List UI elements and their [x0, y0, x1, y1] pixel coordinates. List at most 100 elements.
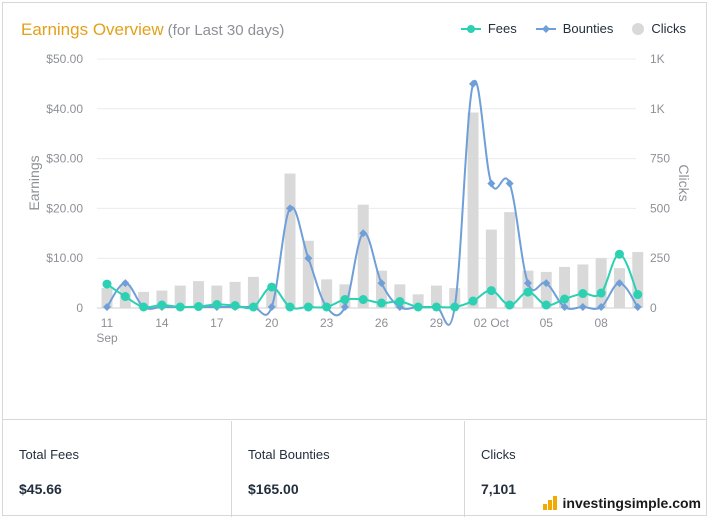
clicks-bar [467, 112, 479, 308]
legend-item-fees[interactable]: Fees [460, 21, 517, 36]
fees-point [267, 282, 277, 292]
fees-point [560, 294, 570, 304]
y-tick-label: $40.00 [46, 102, 83, 116]
stat-total-fees: Total Fees $45.66 [3, 421, 232, 517]
bounties-point [523, 279, 532, 288]
fees-point [102, 279, 112, 289]
clicks-bar [595, 258, 607, 308]
bounties-point [286, 204, 295, 213]
clicks-bar [449, 288, 461, 308]
y-tick-label: $30.00 [46, 152, 83, 166]
clicks-bar [174, 285, 186, 308]
bounties-marker-icon [535, 24, 556, 33]
legend-item-bounties[interactable]: Bounties [535, 21, 614, 36]
watermark-text: investingsimple.com [562, 495, 701, 511]
x-tick-label: 11 [101, 316, 114, 330]
fees-point [340, 295, 350, 305]
fees-point [614, 249, 624, 259]
y2-tick-label: 1K [650, 102, 665, 116]
x-tick-label: 02 Oct [474, 316, 510, 330]
stat-value: 7,101 [481, 481, 517, 497]
legend-label-bounties: Bounties [562, 21, 614, 36]
clicks-bar [321, 279, 333, 308]
y-axis-title: Earnings [26, 155, 42, 210]
x-tick-label: 20 [265, 316, 279, 330]
fees-point [413, 302, 423, 312]
clicks-bar [559, 266, 571, 308]
bounties-point [633, 303, 642, 311]
bounties-point [578, 303, 587, 311]
earnings-chart: 0 $10.00 $20.00 $30.00 $40.00 $50.00 0 250 500 75… [26, 52, 692, 345]
bounties-point [377, 279, 386, 288]
fees-point [194, 302, 204, 312]
bounties-point [267, 303, 276, 311]
bounties-line [106, 79, 639, 326]
stat-label: Total Bounties [248, 447, 330, 462]
chart-title-main: Earnings Overview [21, 20, 164, 39]
clicks-bar [302, 240, 314, 308]
x-tick-label: 23 [320, 316, 334, 330]
stat-total-bounties: Total Bounties $165.00 [232, 421, 465, 517]
bounties-point [304, 254, 313, 263]
y2-tick-label: 750 [650, 152, 670, 166]
y-tick-label: $50.00 [46, 52, 83, 66]
fees-point [431, 302, 441, 312]
legend-label-clicks: Clicks [651, 21, 686, 36]
clicks-bar [504, 212, 516, 308]
clicks-bar [632, 251, 644, 308]
y2-tick-label: 500 [650, 201, 670, 215]
bounties-point [597, 303, 606, 311]
clicks-bar [229, 281, 241, 308]
x-tick-label: 05 [540, 316, 554, 330]
fees-point [120, 292, 130, 302]
fees-point [248, 302, 258, 312]
bounties-point [615, 279, 624, 288]
bounties-point [121, 279, 130, 288]
fees-point [578, 289, 588, 299]
bounties-point [560, 303, 569, 311]
x-tick-label: 26 [375, 316, 389, 330]
chart-title: Earnings Overview (for Last 30 days) [21, 20, 284, 40]
fees-point [395, 297, 405, 307]
chart-subtitle: (for Last 30 days) [167, 22, 285, 39]
fees-marker-icon [460, 24, 481, 33]
y-tick-label: $10.00 [46, 251, 83, 265]
bounties-point [505, 179, 514, 188]
x-tick-label: 14 [155, 316, 169, 330]
fees-point [596, 288, 606, 298]
watermark-logo-icon [542, 496, 559, 510]
clicks-bar [266, 290, 278, 308]
bounties-point [103, 303, 111, 311]
x-tick-label: Sep [96, 331, 118, 345]
bounties-point [340, 303, 349, 311]
clicks-bar [357, 204, 369, 308]
stat-value: $165.00 [248, 481, 299, 497]
fees-point [450, 302, 460, 312]
stat-label: Clicks [481, 447, 516, 462]
clicks-bar [284, 173, 296, 308]
legend-item-clicks[interactable]: Clicks [631, 21, 686, 36]
clicks-bar [247, 276, 259, 308]
bounties-point [359, 229, 368, 238]
clicks-bar [394, 284, 406, 308]
fees-point [139, 302, 149, 312]
fees-point [285, 302, 295, 312]
legend-label-fees: Fees [487, 21, 517, 36]
y2-tick-label: 250 [650, 251, 670, 265]
fees-point [377, 298, 387, 308]
y2-tick-label: 1K [650, 52, 665, 66]
clicks-bar [430, 285, 442, 308]
clicks-bar [577, 264, 589, 308]
bounties-point [469, 79, 478, 88]
fees-point [633, 290, 643, 300]
x-tick-label: 08 [594, 316, 608, 330]
stat-value: $45.66 [19, 481, 62, 497]
x-tick-label: 29 [430, 316, 444, 330]
clicks-bar [412, 294, 424, 308]
bounties-point [542, 279, 551, 288]
stats-divider [3, 419, 706, 420]
fees-point [212, 300, 222, 310]
x-tick-label: 17 [210, 316, 224, 330]
fees-point [303, 302, 313, 312]
